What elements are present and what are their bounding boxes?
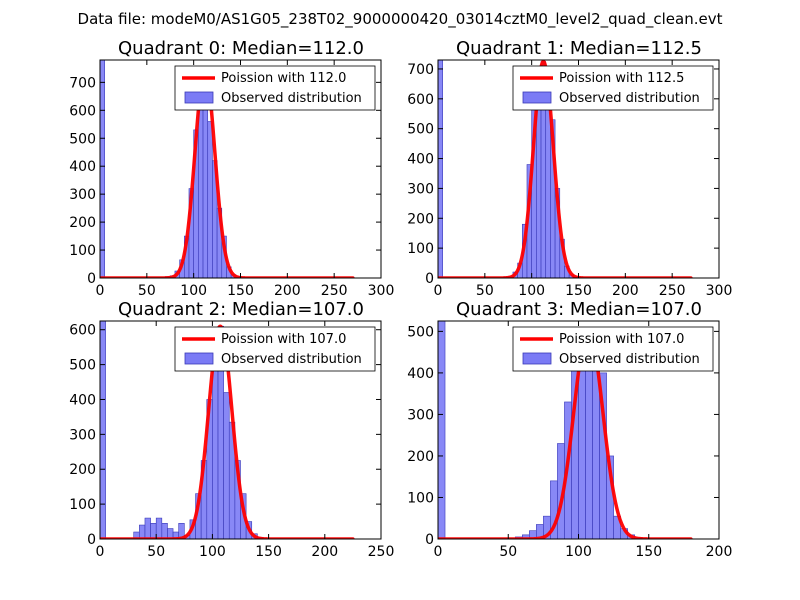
x-tick-label: 50 [138, 283, 156, 299]
x-tick-label: 250 [321, 283, 348, 299]
legend: Poission with 112.5 Observed distribution [512, 65, 714, 111]
plot-area [100, 60, 355, 278]
y-tick-label: 600 [69, 323, 96, 339]
y-tick-label: 300 [407, 181, 434, 197]
histogram-bar [100, 60, 105, 278]
x-tick-label: 0 [434, 544, 443, 560]
x-tick-label: 150 [255, 544, 282, 560]
histogram-bar [161, 523, 168, 539]
legend-observed-swatch [184, 91, 214, 104]
legend-observed-label: Observed distribution [559, 91, 700, 106]
x-tick-label: 150 [635, 544, 662, 560]
x-tick-label: 200 [311, 544, 338, 560]
legend-observed-label: Observed distribution [559, 352, 700, 367]
y-tick-label: 600 [69, 103, 96, 119]
legend-observed-swatch [522, 91, 552, 104]
y-tick-label: 500 [407, 122, 434, 138]
quadrant-0-title: Quadrant 0: Median=112.0 [118, 38, 364, 59]
y-tick-label: 200 [407, 449, 434, 465]
quadrant-0-panel: Quadrant 0: Median=112.0 0 50 100 150 200 250… [69, 38, 394, 299]
y-tick-label: 200 [407, 211, 434, 227]
y-tick-label: 0 [87, 532, 96, 548]
legend-poisson-label: Poission with 107.0 [221, 332, 346, 347]
y-tick-label: 400 [69, 392, 96, 408]
quadrant-3-panel: Quadrant 3: Median=107.0 0 50 100 150 200 0 10… [407, 299, 732, 560]
plot-area [438, 60, 693, 278]
x-tick-label: 0 [96, 544, 105, 560]
quadrant-1-title: Quadrant 1: Median=112.5 [456, 38, 702, 59]
legend-observed-label: Observed distribution [221, 352, 362, 367]
x-tick-label: 100 [518, 283, 545, 299]
y-tick-label: 200 [69, 215, 96, 231]
legend-observed-label: Observed distribution [221, 91, 362, 106]
x-tick-label: 150 [227, 283, 254, 299]
y-tick-label: 700 [407, 62, 434, 78]
legend-observed-swatch [522, 352, 552, 365]
legend: Poission with 112.0 Observed distribution [174, 65, 376, 111]
y-tick-label: 700 [69, 75, 96, 91]
legend: Poission with 107.0 Observed distribution [174, 326, 376, 372]
x-tick-label: 150 [565, 283, 592, 299]
quadrant-2-title: Quadrant 2: Median=107.0 [118, 299, 364, 320]
legend-poisson-label: Poission with 107.0 [559, 332, 684, 347]
y-tick-label: 100 [69, 497, 96, 513]
y-tick-label: 600 [407, 92, 434, 108]
poisson-curve [100, 68, 355, 278]
x-tick-label: 50 [147, 544, 165, 560]
quadrant-2-panel: Quadrant 2: Median=107.0 0 50 100 150 200 250… [69, 299, 394, 560]
x-tick-label: 300 [706, 283, 733, 299]
legend-poisson-label: Poission with 112.0 [221, 71, 346, 86]
histogram-bar [438, 60, 443, 278]
x-tick-label: 250 [659, 283, 686, 299]
histogram-bar [100, 321, 106, 539]
y-tick-label: 200 [69, 462, 96, 478]
histogram-bar [150, 523, 157, 539]
x-tick-label: 200 [274, 283, 301, 299]
histogram-bar [139, 524, 146, 539]
axes-frame [99, 320, 382, 540]
y-tick-label: 100 [407, 490, 434, 506]
y-tick-label: 500 [407, 324, 434, 340]
x-tick-label: 300 [368, 283, 395, 299]
x-tick-label: 50 [499, 544, 517, 560]
poisson-curve [438, 60, 693, 278]
quadrant-3-title: Quadrant 3: Median=107.0 [456, 299, 702, 320]
y-tick-label: 0 [425, 271, 434, 287]
figure-suptitle: Data file: modeM0/AS1G05_238T02_90000004… [78, 10, 723, 29]
histogram-bar [207, 121, 213, 278]
histogram-bar [438, 321, 446, 539]
histogram-bar [223, 392, 230, 539]
quadrant-1-panel: Quadrant 1: Median=112.5 0 50 100 150 200 250… [407, 38, 732, 299]
x-tick-label: 0 [96, 283, 105, 299]
y-tick-label: 100 [407, 241, 434, 257]
y-tick-label: 0 [87, 271, 96, 287]
x-tick-label: 200 [612, 283, 639, 299]
y-tick-label: 100 [69, 243, 96, 259]
x-tick-label: 100 [199, 544, 226, 560]
y-tick-label: 0 [425, 532, 434, 548]
x-tick-label: 200 [706, 544, 733, 560]
y-tick-label: 400 [407, 152, 434, 168]
histogram-bar [144, 517, 151, 539]
x-tick-label: 50 [476, 283, 494, 299]
y-tick-label: 300 [407, 407, 434, 423]
legend: Poission with 107.0 Observed distribution [512, 326, 714, 372]
x-tick-label: 0 [434, 283, 443, 299]
legend-poisson-label: Poission with 112.5 [559, 71, 684, 86]
y-tick-label: 400 [69, 159, 96, 175]
y-tick-label: 300 [69, 427, 96, 443]
y-tick-label: 500 [69, 358, 96, 374]
x-tick-label: 100 [565, 544, 592, 560]
y-tick-label: 300 [69, 187, 96, 203]
y-tick-label: 400 [407, 366, 434, 382]
legend-observed-swatch [184, 352, 214, 365]
y-tick-label: 500 [69, 131, 96, 147]
x-tick-label: 100 [180, 283, 207, 299]
histogram-bar [155, 517, 163, 539]
x-tick-label: 250 [368, 544, 395, 560]
histogram-bar [178, 523, 185, 539]
